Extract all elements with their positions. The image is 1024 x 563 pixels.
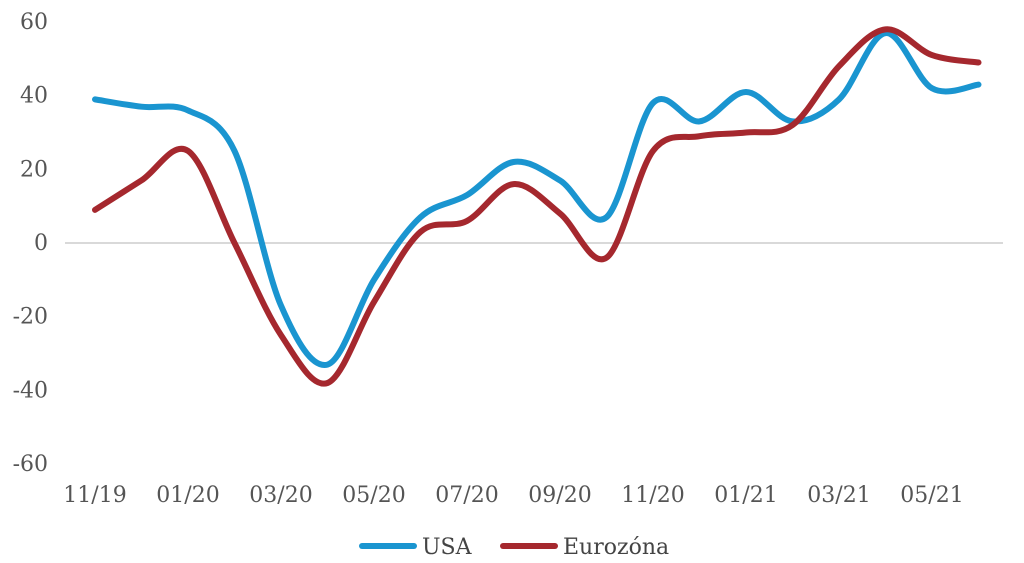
x-tick-label: 01/20 — [156, 483, 219, 508]
y-tick-label: -60 — [13, 452, 48, 477]
legend-label: USA — [422, 535, 473, 560]
x-tick-label: 11/19 — [63, 483, 126, 508]
x-tick-label: 05/20 — [342, 483, 405, 508]
x-tick-label: 07/20 — [435, 483, 498, 508]
y-tick-label: 60 — [20, 10, 48, 35]
x-tick-label: 05/21 — [900, 483, 963, 508]
y-axis-ticks: 60 40 20 0 -20 -40 -60 — [13, 10, 48, 477]
x-tick-label: 01/21 — [714, 483, 777, 508]
y-tick-label: 20 — [20, 157, 48, 182]
legend: USA Eurozóna — [359, 535, 669, 560]
y-tick-label: 0 — [34, 231, 48, 256]
x-axis-ticks: 11/19 01/20 03/20 05/20 07/20 09/20 11/20 01/21… — [63, 483, 963, 508]
x-tick-label: 09/20 — [528, 483, 591, 508]
y-tick-label: 40 — [20, 84, 48, 109]
series-line-usa — [92, 30, 982, 368]
series-layer — [92, 26, 982, 387]
x-tick-label: 03/21 — [807, 483, 870, 508]
x-tick-label: 11/20 — [621, 483, 684, 508]
x-tick-label: 03/20 — [249, 483, 312, 508]
legend-label: Eurozóna — [563, 535, 669, 560]
y-tick-label: -40 — [13, 378, 48, 403]
y-tick-label: -20 — [13, 305, 48, 330]
series-line-euroz-na — [92, 26, 982, 387]
